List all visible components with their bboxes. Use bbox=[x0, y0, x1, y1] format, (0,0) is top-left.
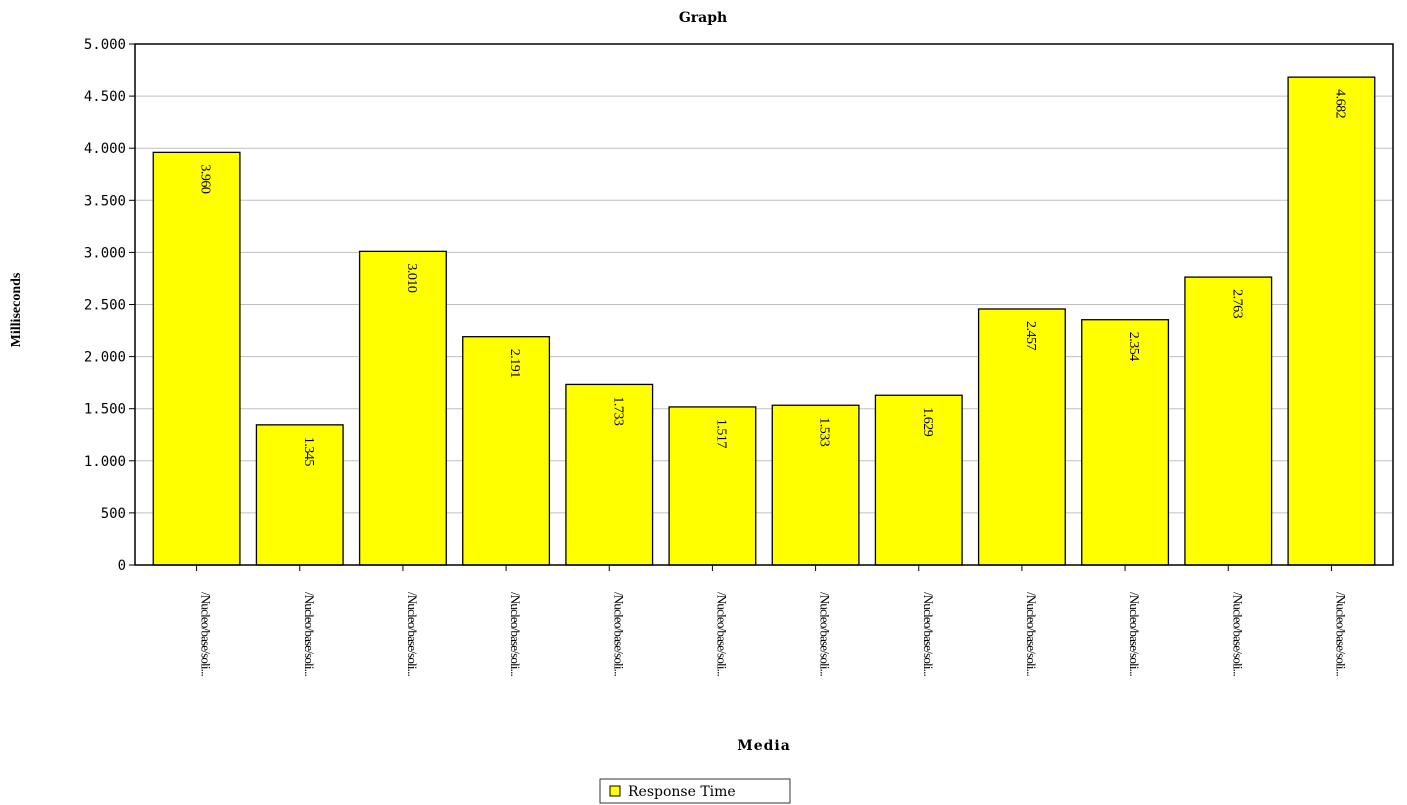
bar-data-label: 1.345 bbox=[301, 437, 316, 467]
bar bbox=[462, 336, 551, 566]
bar bbox=[668, 406, 757, 566]
chart-title: Graph bbox=[679, 10, 727, 26]
bar bbox=[874, 394, 963, 566]
x-tick-label: /Nucleo/base/soli... bbox=[199, 592, 214, 677]
bar-data-label: 3.960 bbox=[198, 164, 213, 194]
y-tick-label: 3.500 bbox=[84, 193, 126, 209]
bar bbox=[152, 151, 241, 566]
bar-data-label: 1.629 bbox=[920, 407, 935, 437]
x-tick-label: /Nucleo/base/soli... bbox=[1230, 592, 1245, 677]
x-tick-label: /Nucleo/base/soli... bbox=[714, 592, 729, 677]
bar bbox=[565, 383, 654, 566]
y-tick-label: 2.000 bbox=[84, 350, 126, 366]
y-tick-label: 0 bbox=[118, 558, 126, 574]
y-axis-label: Milliseconds bbox=[9, 272, 24, 347]
bar bbox=[977, 308, 1066, 566]
x-tick-label: /Nucleo/base/soli... bbox=[921, 592, 936, 677]
y-tick-label: 1.500 bbox=[84, 402, 126, 418]
legend-box bbox=[599, 778, 791, 804]
gridlines bbox=[135, 95, 1393, 514]
x-tick-label: /Nucleo/base/soli... bbox=[405, 592, 420, 677]
y-tick-label: 1.000 bbox=[84, 454, 126, 470]
bar bbox=[1287, 76, 1376, 566]
x-tick-label: /Nucleo/base/soli... bbox=[1127, 592, 1142, 677]
x-tick-label: /Nucleo/base/soli... bbox=[611, 592, 626, 677]
y-tick-label: 500 bbox=[101, 506, 126, 522]
y-tick-label: 4.500 bbox=[84, 89, 126, 105]
bar-data-label: 2.354 bbox=[1126, 332, 1141, 362]
y-axis-ticks: 0 500 1.000 1.500 2.000 2.500 3.000 3.500 4.000 4… bbox=[84, 37, 135, 574]
y-tick-label: 4.000 bbox=[84, 141, 126, 157]
y-tick-label: 2.500 bbox=[84, 298, 126, 314]
bar bbox=[255, 424, 344, 566]
x-axis-ticks: /Nucleo/base/soli... /Nucleo/base/soli...… bbox=[196, 565, 1348, 677]
x-tick-label: /Nucleo/base/soli... bbox=[818, 592, 833, 677]
bar-data-label: 2.457 bbox=[1023, 321, 1038, 351]
legend-swatch bbox=[609, 785, 621, 797]
bar-data-label: 2.763 bbox=[1229, 289, 1244, 319]
bar bbox=[1184, 276, 1273, 566]
x-tick-label: /Nucleo/base/soli... bbox=[1333, 592, 1348, 677]
bar-data-label: 3.010 bbox=[404, 263, 419, 293]
bar-data-label: 4.682 bbox=[1332, 89, 1347, 119]
x-tick-label: /Nucleo/base/soli... bbox=[508, 592, 523, 677]
legend-label: Response Time bbox=[628, 784, 736, 800]
bar-data-label: 1.533 bbox=[817, 417, 832, 447]
bar bbox=[771, 404, 860, 566]
y-tick-label: 5.000 bbox=[84, 37, 126, 53]
bar-data-label: 1.733 bbox=[610, 396, 625, 426]
bar bbox=[358, 250, 447, 566]
bar bbox=[1081, 319, 1170, 566]
x-axis-label: Media bbox=[737, 738, 791, 754]
x-tick-label: /Nucleo/base/soli... bbox=[302, 592, 317, 677]
bars: 3.960 1.345 3.010 2.191 1.733 1.517 1.533 1.629… bbox=[152, 76, 1376, 566]
y-tick-label: 3.000 bbox=[84, 245, 126, 261]
bar-data-label: 2.191 bbox=[507, 349, 522, 379]
legend: Response Time bbox=[599, 778, 791, 804]
x-tick-label: /Nucleo/base/soli... bbox=[1024, 592, 1039, 677]
bar-data-label: 1.517 bbox=[713, 419, 728, 449]
